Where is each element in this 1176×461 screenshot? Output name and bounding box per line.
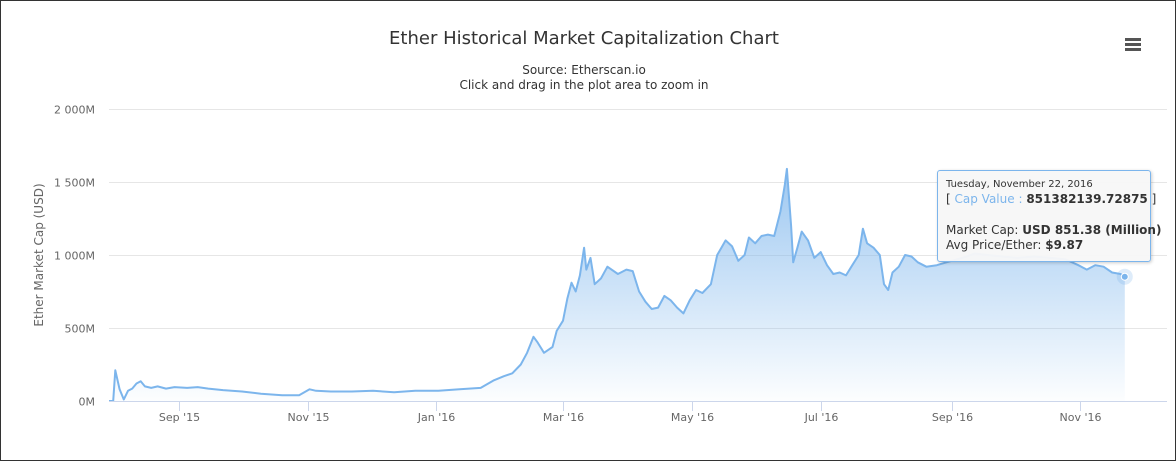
hamburger-icon [1125,38,1141,41]
tooltip-cap-line: [ Cap Value : 851382139.72875 ] [946,192,1156,206]
context-menu-button[interactable] [1119,31,1147,57]
tooltip-avg-price: Avg Price/Ether: $9.87 [946,238,1083,252]
tooltip-avg-price-value: $9.87 [1045,238,1084,252]
tooltip-date: Tuesday, November 22, 2016 [946,179,1093,190]
x-tick-label: Jul '16 [804,411,839,424]
tooltip-market-cap-label: Market Cap: [946,223,1019,237]
x-tick-label: Jan '16 [417,411,455,424]
tooltip-bracket-close: ] [1151,192,1157,206]
x-tick-label: May '16 [671,411,714,424]
series-line [109,167,1126,402]
tooltip-avg-price-label: Avg Price/Ether: [946,238,1042,252]
x-tick-label: Sep '15 [159,411,200,424]
tooltip-bracket-open: [ [946,192,951,206]
hamburger-icon-bar-3 [1125,48,1141,51]
area-fill [109,168,1125,401]
chart-subtitle: Source: Etherscan.io Click and drag in t… [1,63,1167,93]
chart-zoom-hint: Click and drag in the plot area to zoom … [459,78,709,92]
y-tick-label: 500M [65,323,96,336]
y-tick-label: 1 000M [54,250,95,263]
x-tick-label: Mar '16 [543,411,584,424]
y-tick-label: 2 000M [54,104,95,117]
axes: 0M 500M 1 000M 1 500M 2 000M Sep '15 Nov '15 Ja… [54,104,1167,424]
tooltip-market-cap: Market Cap: USD 851.38 (Million) [946,223,1161,237]
hover-marker[interactable] [1120,272,1129,281]
chart-tooltip: Tuesday, November 22, 2016 [ Cap Value :… [937,170,1161,262]
x-tick-label: Nov '16 [1060,411,1102,424]
chart-title: Ether Historical Market Capitalization C… [389,28,779,49]
series-area [109,167,1133,402]
x-tick-label: Nov '15 [288,411,330,424]
y-tick-label: 1 500M [54,177,95,190]
x-tick-label: Sep '16 [932,411,973,424]
tooltip-cap-value: 851382139.72875 [1026,192,1148,206]
y-axis-title: Ether Market Cap (USD) [32,183,46,326]
hamburger-icon-bar-2 [1125,43,1141,46]
chart-source: Source: Etherscan.io [522,63,646,77]
tooltip-cap-label: Cap Value : [954,192,1023,206]
tooltip-market-cap-value: USD 851.38 (Million) [1022,223,1162,237]
y-tick-label: 0M [79,396,96,409]
